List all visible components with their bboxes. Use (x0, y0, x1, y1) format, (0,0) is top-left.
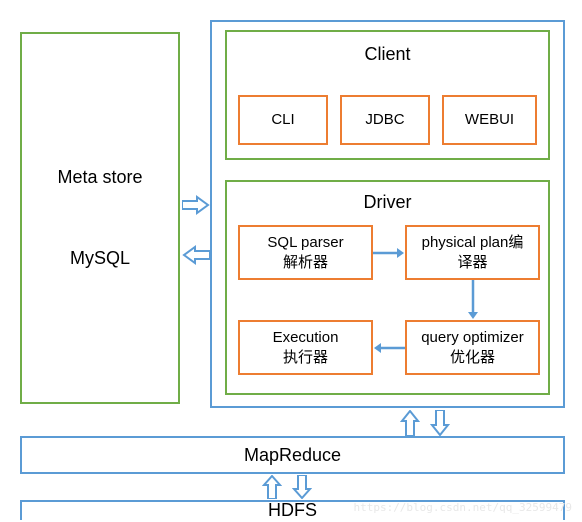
mapreduce-label: MapReduce (244, 445, 341, 466)
driver-parser: SQL parser 解析器 (238, 225, 373, 280)
driver-parser-label: SQL parser 解析器 (267, 233, 343, 272)
driver-compiler: physical plan编 译器 (405, 225, 540, 280)
watermark: https://blog.csdn.net/qq_32599479 (353, 501, 572, 514)
arrow-parser-compiler (373, 246, 405, 260)
hdfs-label: HDFS (268, 500, 317, 521)
arrow-mr-down (292, 475, 312, 499)
client-cli-label: CLI (271, 110, 294, 130)
driver-title: Driver (364, 192, 412, 213)
arrow-main-to-meta (182, 245, 210, 265)
client-webui-label: WEBUI (465, 110, 514, 130)
driver-executor-label: Execution 执行器 (273, 328, 339, 367)
client-item-jdbc: JDBC (340, 95, 430, 145)
client-item-webui: WEBUI (442, 95, 537, 145)
driver-executor: Execution 执行器 (238, 320, 373, 375)
driver-optimizer-label: query optimizer 优化器 (421, 328, 524, 367)
arrow-main-down (430, 410, 450, 436)
client-item-cli: CLI (238, 95, 328, 145)
metastore-box: Meta store MySQL (20, 32, 180, 404)
driver-optimizer: query optimizer 优化器 (405, 320, 540, 375)
driver-compiler-label: physical plan编 译器 (422, 233, 524, 272)
arrow-compiler-optimizer (466, 280, 480, 320)
mapreduce-box: MapReduce (20, 436, 565, 474)
metastore-title: Meta store (57, 167, 142, 188)
client-title: Client (364, 44, 410, 65)
metastore-db: MySQL (70, 248, 130, 269)
arrow-main-up (400, 410, 420, 436)
client-jdbc-label: JDBC (365, 110, 404, 130)
arrow-meta-to-main (182, 195, 210, 215)
arrow-mr-up (262, 475, 282, 499)
arrow-optimizer-executor (373, 341, 405, 355)
